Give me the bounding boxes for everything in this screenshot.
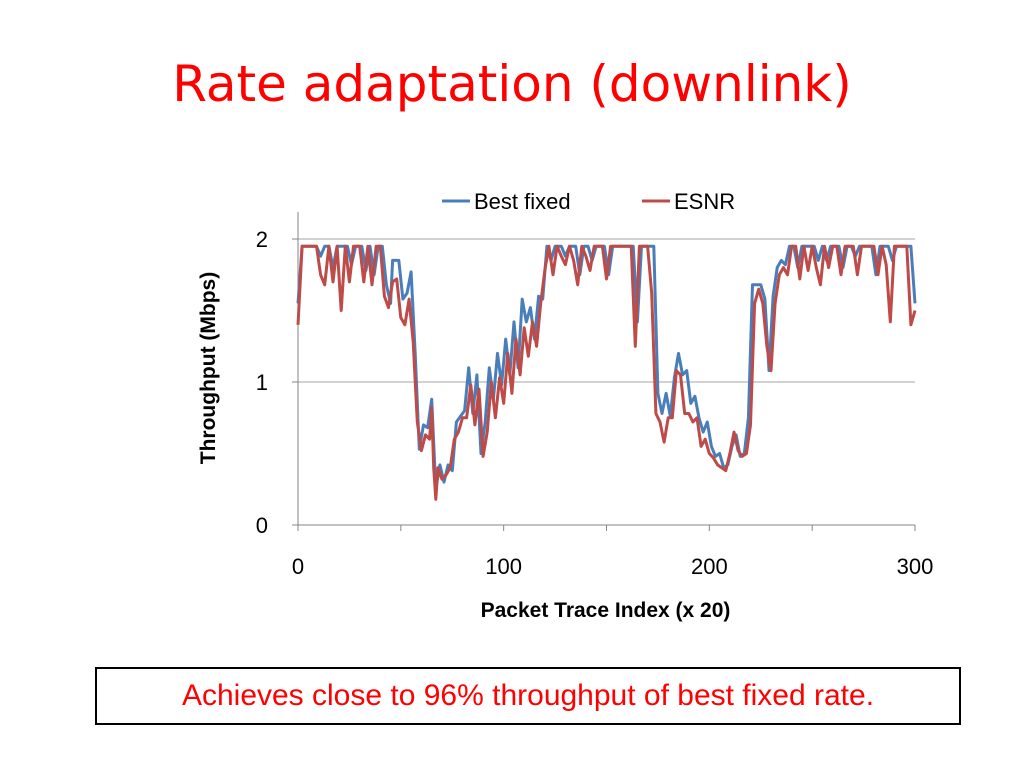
legend-label-esnr: ESNR bbox=[674, 189, 735, 214]
x-tick-label: 0 bbox=[292, 554, 304, 579]
series-line-esnr bbox=[296, 244, 917, 501]
legend-label-best-fixed: Best fixed bbox=[474, 189, 571, 214]
y-tick-label: 1 bbox=[256, 370, 268, 395]
series-lines bbox=[296, 244, 917, 501]
chart-axes bbox=[292, 212, 916, 531]
conclusion-callout: Achieves close to 96% throughput of best… bbox=[95, 667, 961, 725]
x-axis-title: Packet Trace Index (x 20) bbox=[481, 599, 731, 622]
grid-lines bbox=[298, 238, 915, 383]
tick-labels: 0 1 2 0 100 200 300 bbox=[256, 227, 934, 579]
series-line-best-fixed bbox=[296, 244, 917, 491]
chart-legend: Best fixed ESNR bbox=[442, 189, 735, 214]
x-tick-label: 100 bbox=[485, 554, 522, 579]
y-tick-label: 0 bbox=[256, 513, 268, 538]
y-axis-title: Throughput (Mbps) bbox=[197, 272, 220, 464]
y-tick-label: 2 bbox=[256, 227, 268, 252]
slide-title: Rate adaptation (downlink) bbox=[172, 55, 852, 113]
x-tick-label: 300 bbox=[897, 554, 934, 579]
x-tick-label: 200 bbox=[691, 554, 728, 579]
